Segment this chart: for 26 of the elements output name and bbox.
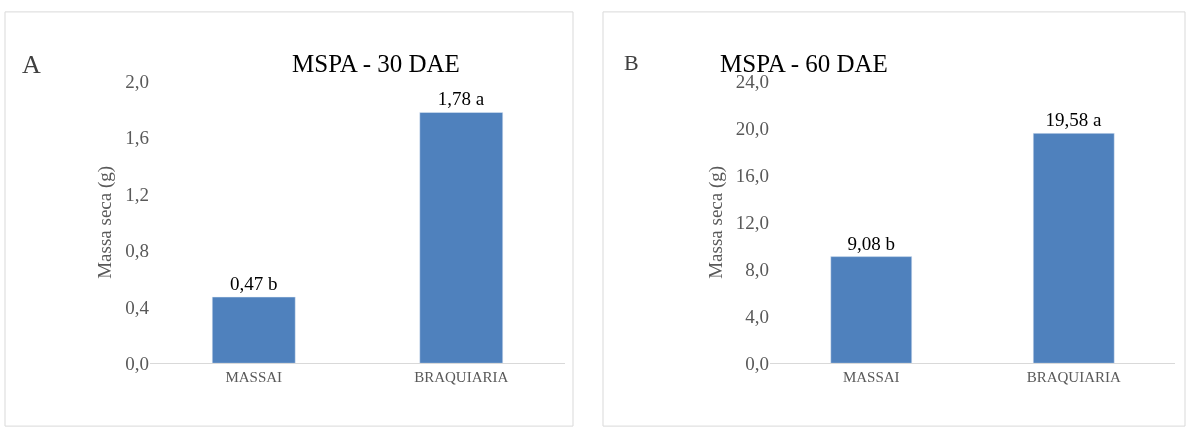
text: B	[624, 50, 639, 75]
y-axis-title: Massa seca (g)	[704, 165, 727, 279]
data-label: 9,08 b	[847, 232, 895, 254]
y-tick-label: 1,2	[125, 183, 149, 205]
y-tick-label: 12,0	[735, 211, 769, 233]
data-label: 1,78 a	[437, 88, 485, 110]
y-tick-label: 0,4	[125, 296, 150, 318]
text: A	[22, 50, 41, 79]
y-tick-label: 0,0	[745, 352, 769, 374]
y-axis-title: Massa seca (g)	[94, 165, 117, 279]
y-tick-label: 8,0	[745, 258, 769, 280]
data-label: 0,47 b	[230, 273, 278, 295]
chart-title: MSPA - 30 DAE	[292, 50, 460, 77]
x-tick-label: BRAQUIARIA	[414, 369, 509, 386]
y-tick-label: 0,0	[125, 352, 149, 374]
y-tick-label: 1,6	[125, 127, 149, 149]
y-tick-label: 24,0	[735, 71, 769, 93]
y-tick-label: 0,8	[125, 240, 149, 262]
x-tick-label: BRAQUIARIA	[1026, 369, 1121, 386]
data-label: 19,58 a	[1045, 109, 1102, 131]
x-tick-label: MASSAI	[842, 369, 900, 386]
y-tick-label: 20,0	[735, 118, 769, 140]
y-tick-label: 4,0	[745, 305, 769, 327]
y-tick-label: 16,0	[735, 165, 769, 187]
x-tick-label: MASSAI	[225, 369, 283, 386]
y-tick-label: 2,0	[125, 71, 149, 93]
